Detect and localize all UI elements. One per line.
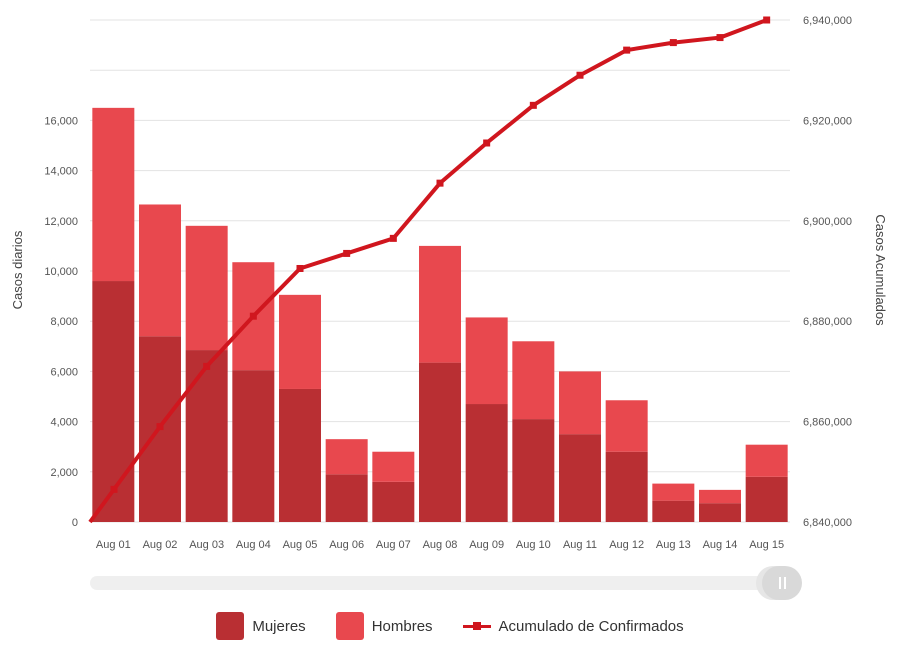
y2-tick-label: 6,880,000 [803, 316, 852, 328]
bar-mujeres [699, 503, 741, 522]
bar-mujeres [745, 476, 788, 522]
y-tick-label: 6,000 [50, 366, 78, 378]
x-tick-label: Aug 01 [96, 539, 131, 551]
x-tick-label: Aug 10 [516, 539, 551, 551]
bar-hombres [419, 245, 461, 363]
bar-hombres [139, 204, 181, 337]
cumulative-line [88, 16, 771, 524]
bar-mujeres [279, 388, 321, 522]
bar-mujeres [232, 370, 275, 522]
y2-tick-label: 6,940,000 [803, 15, 852, 27]
bar-hombres [465, 317, 508, 405]
cumulative-point [389, 234, 397, 242]
cumulative-point [576, 71, 584, 79]
x-axis: Aug 01 Aug 02 Aug 03 Aug 04 Aug 05 Aug 06 Aug … [96, 539, 784, 551]
bar-hombres [559, 371, 601, 435]
y-tick-label: 10,000 [44, 266, 78, 278]
y2-axis-title: Casos Acumulados [873, 214, 888, 326]
cumulative-point [716, 34, 724, 42]
bar-mujeres [419, 362, 461, 522]
x-tick-label: Aug 15 [749, 539, 784, 551]
y-tick-label: 12,000 [44, 216, 78, 228]
y-axis-left: 0 2,000 4,000 6,000 8,000 10,000 12,000 14,000 1… [44, 115, 78, 529]
range-scroller-handle[interactable] [762, 566, 802, 600]
range-scroller-track[interactable] [90, 576, 790, 590]
cumulative-point [110, 485, 118, 493]
x-tick-label: Aug 11 [563, 539, 597, 551]
bar-series [92, 107, 788, 522]
bar-hombres [605, 400, 648, 452]
legend: Mujeres Hombres Acumulado de Confirmados [0, 610, 900, 642]
legend-swatch-mujeres [216, 612, 245, 640]
legend-label-mujeres: Mujeres [252, 617, 306, 635]
y-tick-label: 4,000 [50, 417, 78, 429]
legend-label-acumulado: Acumulado de Confirmados [498, 617, 684, 635]
x-tick-label: Aug 07 [376, 539, 411, 551]
x-tick-label: Aug 05 [283, 539, 318, 551]
y-tick-label: 2,000 [50, 467, 78, 479]
bar-hombres [512, 341, 555, 420]
bar-hombres [699, 489, 741, 504]
cumulative-point [763, 16, 771, 24]
y-tick-label: 14,000 [44, 166, 78, 178]
bar-mujeres [372, 481, 415, 522]
legend-swatch-hombres [335, 612, 364, 640]
cumulative-point [156, 423, 164, 431]
legend-swatch-acumulado [462, 619, 491, 633]
y-tick-label: 0 [72, 517, 78, 529]
bar-hombres [372, 451, 415, 482]
bar-hombres [185, 225, 228, 351]
cumulative-point [203, 362, 211, 370]
chart-plot: 0 2,000 4,000 6,000 8,000 10,000 12,000 14,000 1… [10, 15, 888, 551]
x-tick-label: Aug 14 [703, 539, 738, 551]
legend-item-hombres[interactable]: Hombres [335, 612, 433, 640]
bar-mujeres [652, 500, 695, 522]
bar-mujeres [512, 419, 555, 522]
legend-item-acumulado[interactable]: Acumulado de Confirmados [462, 617, 684, 635]
x-tick-label: Aug 04 [236, 539, 271, 551]
bar-mujeres [605, 451, 648, 522]
x-tick-label: Aug 03 [189, 539, 224, 551]
cumulative-point [529, 101, 537, 109]
cumulative-point [483, 139, 491, 147]
cumulative-point [623, 46, 631, 54]
x-tick-label: Aug 09 [469, 539, 504, 551]
bar-hombres [652, 483, 695, 501]
y2-tick-label: 6,840,000 [803, 517, 852, 529]
bar-hombres [325, 439, 368, 475]
bar-mujeres [465, 404, 508, 522]
y-axis-right: 6,840,000 6,860,000 6,880,000 6,900,000 6,92… [803, 15, 852, 529]
cumulative-point [343, 249, 351, 257]
y2-tick-label: 6,900,000 [803, 216, 852, 228]
bar-mujeres [325, 474, 368, 522]
cumulative-point [669, 39, 677, 47]
legend-label-hombres: Hombres [371, 617, 433, 635]
cumulative-point [436, 179, 444, 187]
y-tick-label: 16,000 [44, 115, 78, 127]
x-tick-label: Aug 12 [609, 539, 644, 551]
y2-tick-label: 6,860,000 [803, 417, 852, 429]
bar-mujeres [185, 350, 228, 522]
cumulative-point [296, 264, 304, 272]
bar-mujeres [559, 434, 601, 522]
bar-hombres [92, 107, 135, 282]
x-tick-label: Aug 08 [423, 539, 458, 551]
cumulative-line-path [88, 18, 768, 524]
legend-item-mujeres[interactable]: Mujeres [216, 612, 306, 640]
y2-tick-label: 6,920,000 [803, 115, 852, 127]
bar-hombres [279, 294, 321, 389]
bar-mujeres [92, 281, 135, 522]
bar-hombres [745, 444, 788, 477]
y-tick-label: 8,000 [50, 316, 78, 328]
x-tick-label: Aug 02 [143, 539, 178, 551]
x-tick-label: Aug 06 [329, 539, 364, 551]
cumulative-point [249, 312, 257, 320]
y-axis-title: Casos diarios [10, 230, 25, 309]
x-tick-label: Aug 13 [656, 539, 691, 551]
